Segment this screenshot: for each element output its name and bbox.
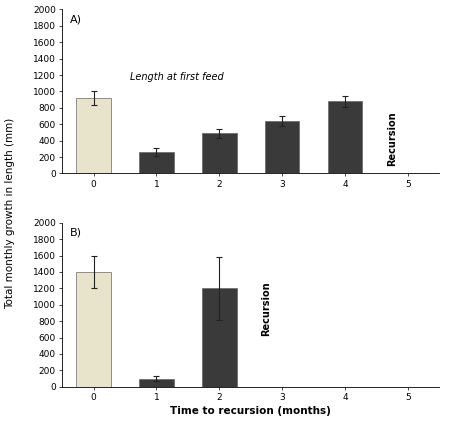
Text: Length at first feed: Length at first feed (130, 72, 223, 82)
Bar (202, 288, 236, 387)
Bar (139, 152, 174, 173)
Text: A): A) (69, 14, 81, 24)
Text: Total monthly growth in length (mm): Total monthly growth in length (mm) (5, 118, 15, 308)
Bar (76, 98, 111, 173)
Text: Recursion: Recursion (261, 282, 271, 336)
Bar (139, 379, 174, 387)
Bar (327, 101, 362, 173)
Text: Recursion: Recursion (386, 111, 396, 166)
Bar (76, 272, 111, 387)
Bar (264, 121, 299, 173)
Text: B): B) (69, 227, 81, 238)
Bar (202, 133, 236, 173)
X-axis label: Time to recursion (months): Time to recursion (months) (170, 406, 330, 416)
